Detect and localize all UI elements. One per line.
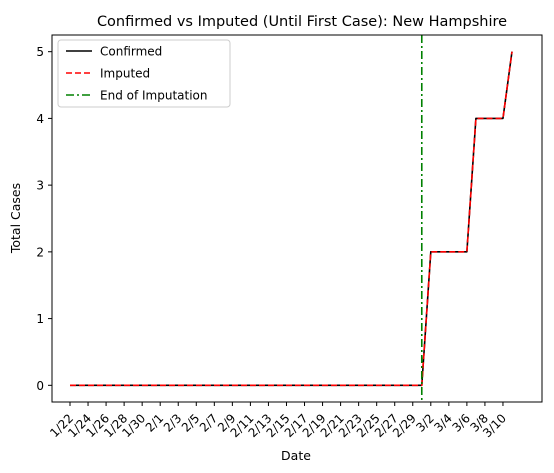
y-tick-label: 2	[36, 245, 44, 259]
x-axis-label: Date	[281, 448, 311, 463]
chart-title: Confirmed vs Imputed (Until First Case):…	[97, 14, 507, 30]
legend-label: End of Imputation	[100, 89, 208, 103]
y-axis-label: Total Cases	[8, 183, 23, 254]
x-axis-ticks: 1/221/241/261/281/302/12/32/52/72/92/112…	[47, 402, 509, 440]
y-tick-label: 4	[36, 112, 44, 126]
series-line-imputed	[70, 51, 513, 387]
legend-label: Imputed	[100, 67, 150, 81]
y-axis-ticks: 0 1 2 3 4 5	[36, 45, 52, 393]
y-tick-label: 3	[36, 179, 44, 193]
legend-box	[57, 39, 231, 108]
legend: Confirmed Imputed End of Imputation	[57, 39, 231, 108]
y-tick-label: 1	[36, 312, 44, 326]
y-tick-label: 0	[36, 379, 44, 393]
plot-frame	[51, 34, 543, 403]
legend-label: Confirmed	[100, 45, 162, 59]
plot-area	[51, 34, 543, 403]
y-tick-label: 5	[36, 45, 44, 59]
